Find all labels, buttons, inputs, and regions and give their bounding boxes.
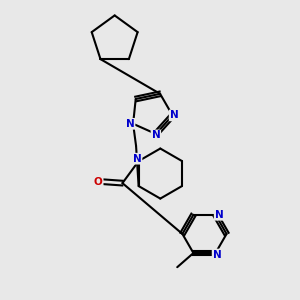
Text: N: N xyxy=(126,119,134,129)
Text: N: N xyxy=(133,154,142,164)
Text: O: O xyxy=(94,177,103,187)
Text: N: N xyxy=(170,110,178,120)
Text: N: N xyxy=(213,250,221,260)
Text: N: N xyxy=(215,210,224,220)
Text: N: N xyxy=(152,130,160,140)
